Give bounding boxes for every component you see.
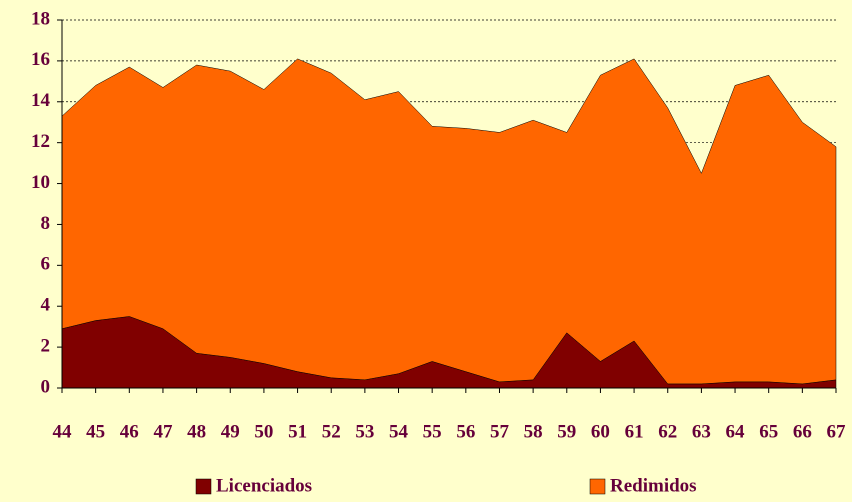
area (61, 58, 837, 385)
x-tick-label: 56 (456, 421, 475, 442)
legend-label: Redimidos (610, 475, 697, 496)
legend-swatch (589, 478, 606, 495)
y-tick-label: 10 (31, 172, 50, 193)
y-tick-label: 4 (41, 295, 51, 316)
x-tick-label: 63 (692, 421, 711, 442)
x-tick-label: 65 (759, 421, 778, 442)
x-tick-label: 54 (389, 421, 409, 442)
x-tick-label: 45 (86, 421, 105, 442)
x-tick-label: 52 (322, 421, 341, 442)
x-tick-label: 60 (591, 421, 610, 442)
x-tick-label: 50 (254, 421, 273, 442)
x-tick-label: 57 (490, 421, 510, 442)
x-tick-label: 51 (288, 421, 307, 442)
y-tick-label: 2 (41, 335, 51, 356)
x-tick-label: 59 (557, 421, 576, 442)
y-tick-label: 16 (31, 49, 50, 70)
y-tick-label: 8 (41, 213, 51, 234)
x-tick-label: 66 (793, 421, 812, 442)
y-tick-label: 0 (41, 376, 51, 397)
x-tick-label: 48 (187, 421, 206, 442)
y-tick-label: 14 (31, 90, 51, 111)
x-tick-label: 58 (524, 421, 543, 442)
x-tick-label: 61 (625, 421, 644, 442)
x-tick-label: 46 (120, 421, 139, 442)
x-tick-label: 64 (726, 421, 746, 442)
legend-swatch (195, 478, 212, 495)
x-tick-label: 49 (221, 421, 240, 442)
x-tick-label: 53 (355, 421, 374, 442)
legend-label: Licenciados (216, 475, 312, 496)
y-tick-label: 6 (41, 254, 51, 275)
x-tick-label: 62 (658, 421, 677, 442)
x-tick-label: 55 (423, 421, 442, 442)
y-tick-label: 18 (31, 8, 50, 29)
x-tick-label: 47 (153, 421, 173, 442)
y-tick-label: 12 (31, 131, 50, 152)
x-tick-label: 67 (827, 421, 847, 442)
x-tick-label: 44 (53, 421, 73, 442)
